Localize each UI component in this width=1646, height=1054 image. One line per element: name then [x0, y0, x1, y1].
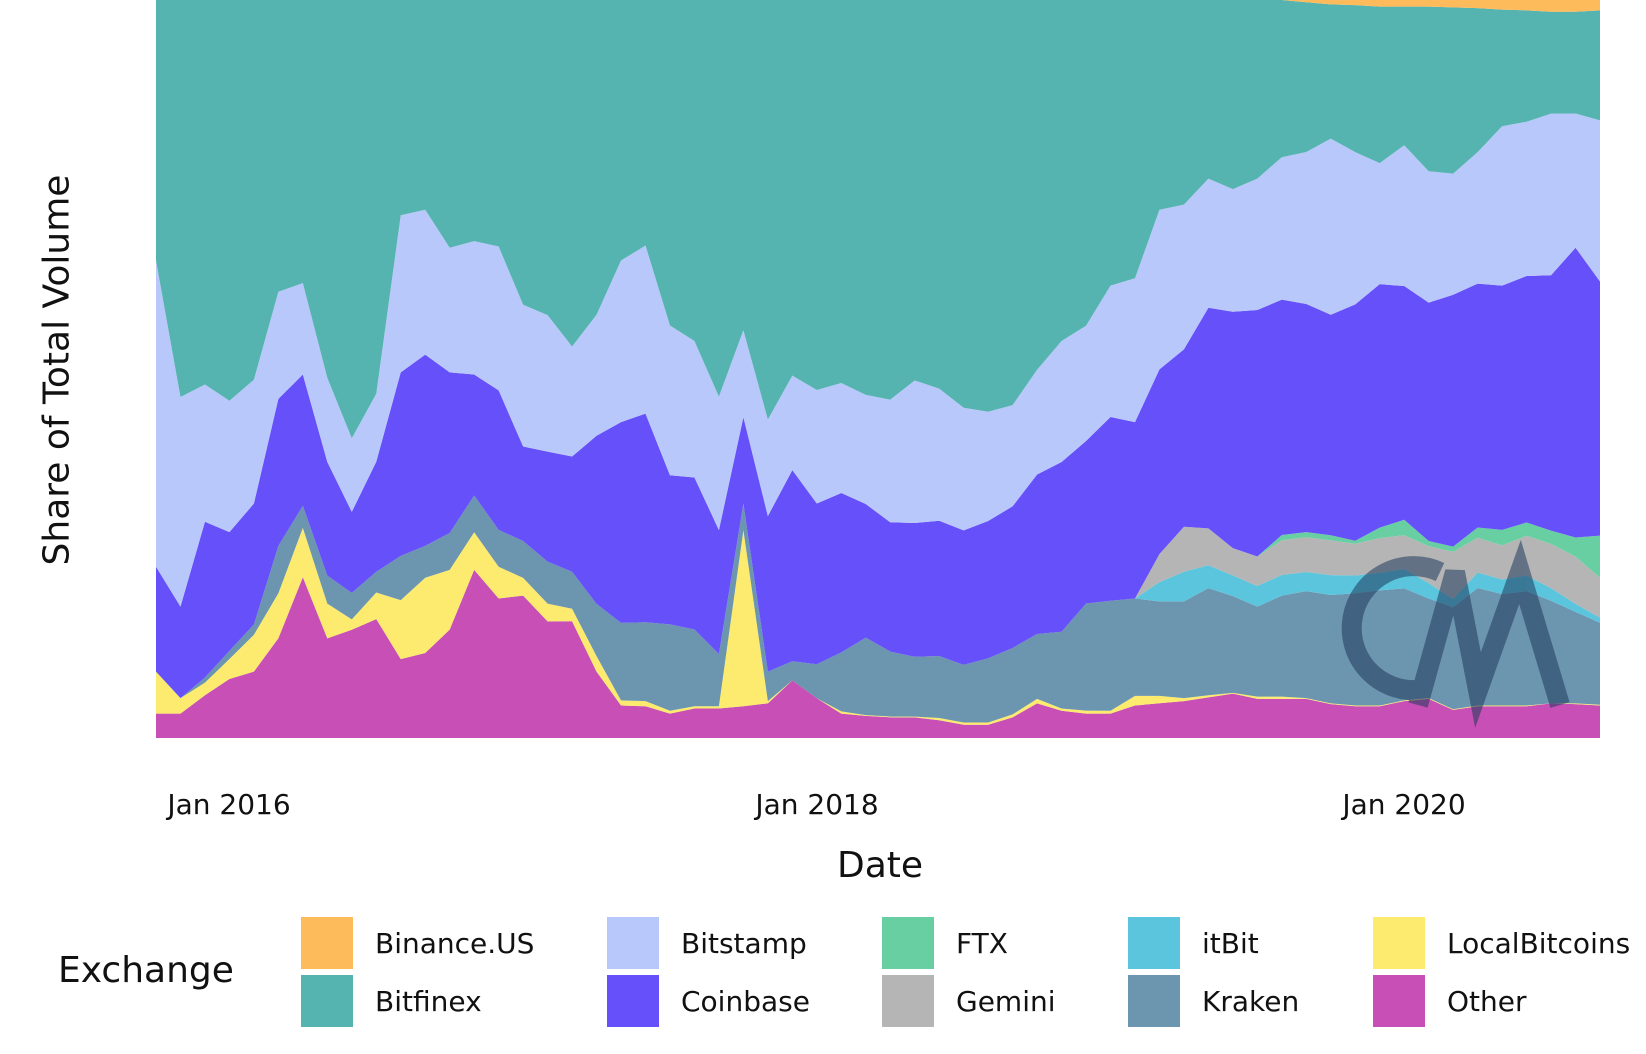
area-bitfinex	[156, 0, 1600, 439]
plot-area	[156, 0, 1600, 738]
legend-swatch	[882, 917, 934, 969]
legend-item: Kraken	[1128, 974, 1299, 1028]
area-kraken	[156, 495, 1600, 723]
legend-label: FTX	[956, 926, 1008, 960]
legend-item: Other	[1373, 974, 1527, 1028]
legend-item: Coinbase	[607, 974, 810, 1028]
legend-item: Gemini	[882, 974, 1056, 1028]
legend-item: FTX	[882, 916, 1008, 970]
cm-logo-watermark	[1341, 539, 1570, 728]
legend-item: Bitstamp	[607, 916, 807, 970]
y-axis-title: Share of Total Volume	[36, 174, 78, 566]
legend-label: Coinbase	[681, 984, 810, 1018]
legend-label: Bitstamp	[681, 926, 807, 960]
legend-item: LocalBitcoins	[1373, 916, 1630, 970]
legend-swatch	[1373, 975, 1425, 1027]
area-other	[156, 569, 1600, 738]
legend-swatch	[607, 917, 659, 969]
area-bitstamp	[156, 113, 1600, 607]
legend-label: Kraken	[1202, 984, 1300, 1018]
legend-title: Exchange	[58, 950, 234, 991]
x-tick-label: Jan 2016	[167, 788, 291, 821]
legend-swatch	[882, 975, 934, 1027]
legend-item: itBit	[1128, 916, 1259, 970]
legend-swatch	[1128, 975, 1180, 1027]
legend-swatch	[1373, 917, 1425, 969]
x-tick-label: Jan 2020	[1342, 788, 1466, 821]
legend-label: Gemini	[956, 984, 1056, 1018]
legend-swatch	[1128, 917, 1180, 969]
area-binance-us	[156, 0, 1600, 12]
legend-swatch	[301, 975, 353, 1027]
legend-swatch	[301, 917, 353, 969]
legend-item: Bitfinex	[301, 974, 482, 1028]
x-tick-label: Jan 2018	[755, 788, 879, 821]
x-axis-title: Date	[836, 845, 924, 886]
area-localbitcoins	[156, 527, 1600, 725]
legend-label: Other	[1447, 984, 1527, 1018]
legend-label: Binance.US	[375, 926, 535, 960]
legend-swatch	[607, 975, 659, 1027]
area-coinbase	[156, 247, 1600, 699]
legend-label: itBit	[1202, 926, 1259, 960]
legend-label: LocalBitcoins	[1447, 926, 1631, 960]
legend-label: Bitfinex	[375, 984, 482, 1018]
legend-item: Binance.US	[301, 916, 534, 970]
